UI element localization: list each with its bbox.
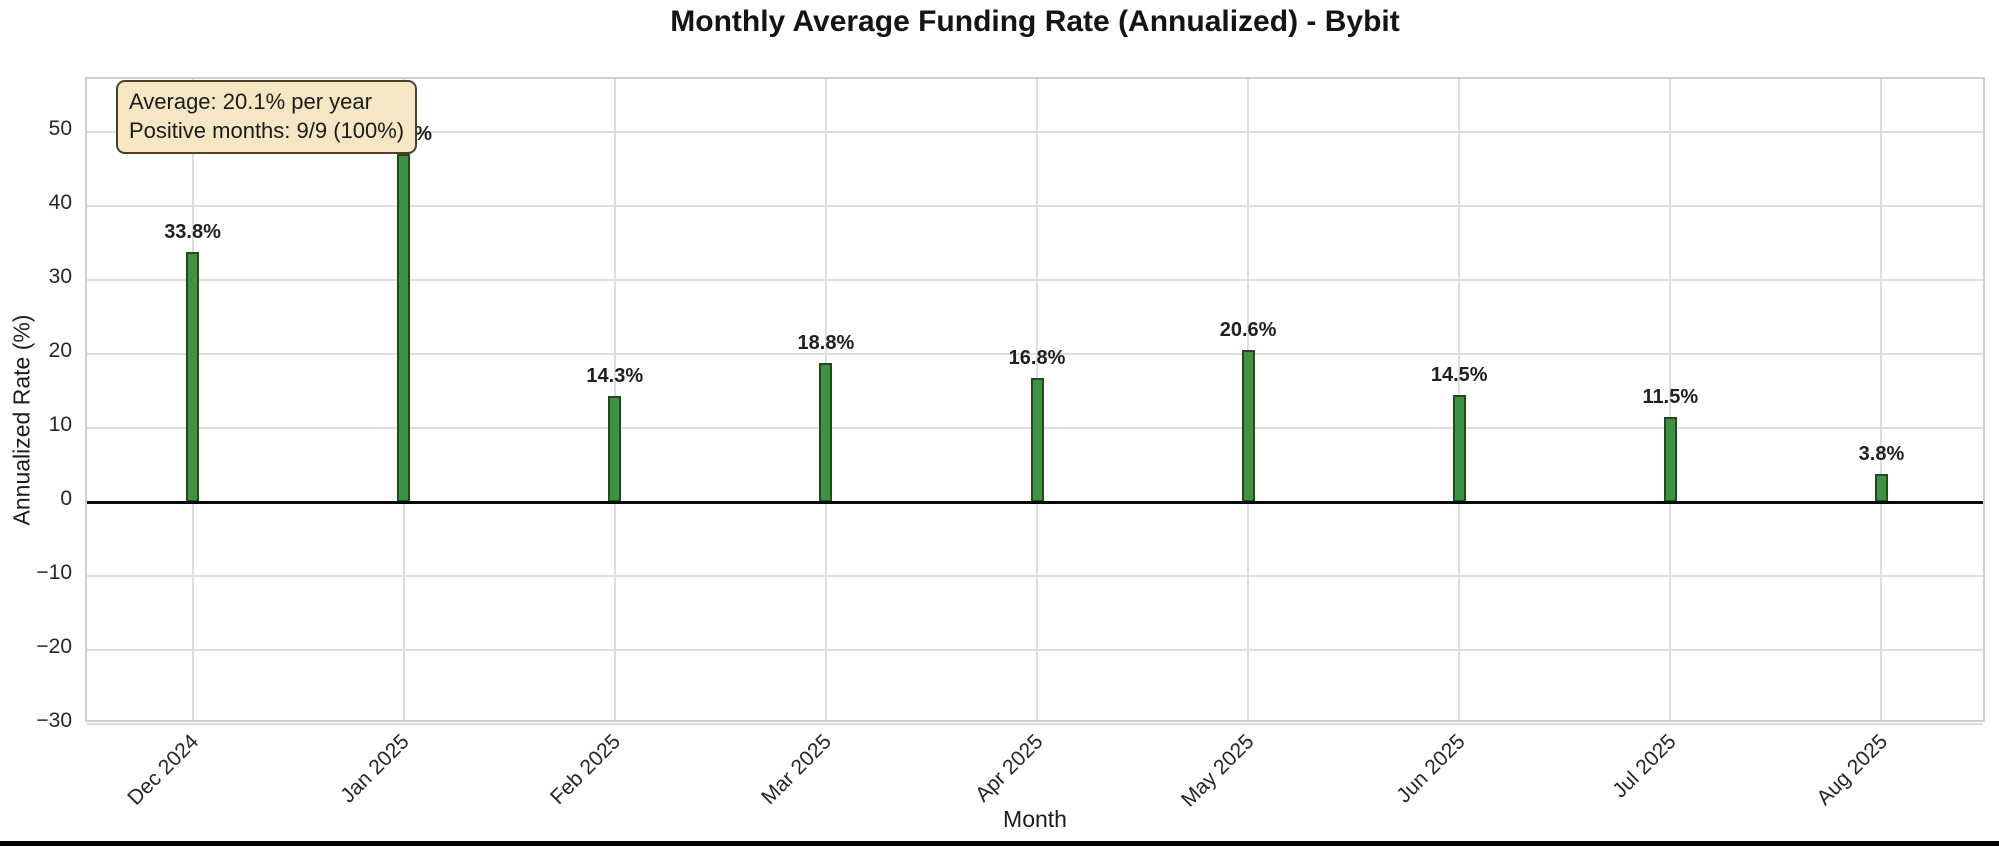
bar-mar-2025 [819,363,833,503]
bar-dec-2024 [186,252,200,503]
x-tick-label: Dec 2024 [122,730,203,810]
bar-aug-2025 [1874,473,1888,503]
plot-area: 33.8%47.1%14.3%18.8%16.8%20.6%14.5%11.5%… [85,77,1985,725]
x-gridline [1880,79,1883,720]
bar-jun-2025 [1452,394,1466,503]
bar-value-label: 18.8% [797,332,855,355]
y-tick-label: 50 [48,117,72,141]
x-gridline [1669,79,1672,720]
bar-apr-2025 [1030,377,1044,503]
y-tick-label: −10 [36,561,72,585]
bar-value-label: 20.6% [1219,318,1277,341]
bar-may-2025 [1241,349,1255,503]
bar-value-label: 14.3% [586,365,644,388]
bar-jan-2025 [397,153,411,503]
annotation-box: Average: 20.1% per year Positive months:… [116,80,418,155]
y-tick-label: 30 [48,265,72,289]
x-tick-label: Apr 2025 [970,730,1048,807]
y-gridline [87,131,1983,134]
window-bottom-border [0,841,1999,846]
y-gridline [87,205,1983,208]
y-tick-label: 20 [48,339,72,363]
bar-jul-2025 [1663,417,1677,503]
annotation-line-average: Average: 20.1% per year [129,89,372,114]
annotation-line-positive-months: Positive months: 9/9 (100%) [129,118,405,144]
x-tick-label: Jun 2025 [1392,730,1470,808]
y-tick-label: 10 [48,413,72,437]
x-axis-label: Month [1003,806,1067,832]
y-gridline [87,279,1983,282]
y-gridline [87,575,1983,578]
x-tick-label: Mar 2025 [757,730,837,809]
x-tick-label: Feb 2025 [546,730,626,810]
x-tick-label: May 2025 [1176,730,1259,812]
bar-value-label: 14.5% [1430,363,1488,386]
x-tick-label: Aug 2025 [1811,730,1892,810]
y-tick-label: −20 [36,635,72,659]
bar-value-label: 33.8% [164,221,221,244]
y-gridline [87,649,1983,652]
y-tick-label: 40 [48,191,72,215]
chart-title: Monthly Average Funding Rate (Annualized… [670,5,1400,38]
x-tick-label: Jan 2025 [336,730,414,808]
bar-feb-2025 [608,396,622,503]
y-tick-label: −30 [36,709,72,732]
x-tick-label: Jul 2025 [1608,730,1681,803]
zero-axis-line [87,500,1983,504]
y-gridline [87,723,1983,725]
y-tick-label: 0 [60,487,72,511]
bar-value-label: 16.8% [1008,346,1066,369]
y-gridline [87,353,1983,356]
bar-value-label: 11.5% [1642,386,1699,409]
bar-value-label: 3.8% [1858,442,1905,465]
